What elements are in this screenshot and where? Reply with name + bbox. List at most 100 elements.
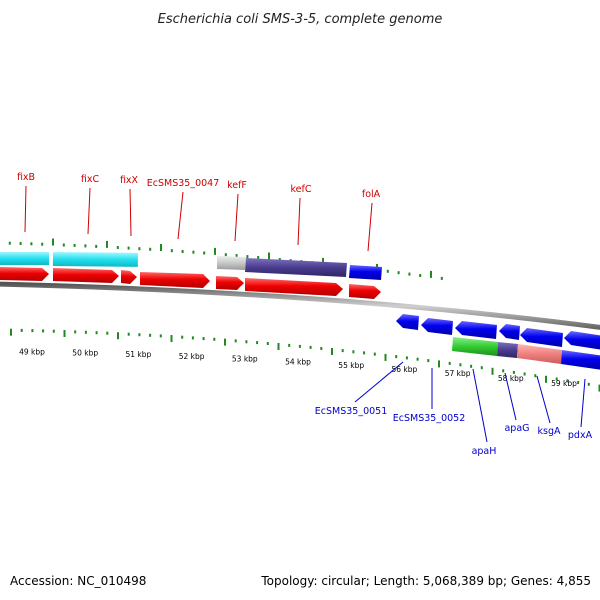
minor-tick <box>52 329 55 333</box>
map-title: Escherichia coli SMS-3-5, complete genom… <box>158 12 443 27</box>
major-tick <box>545 375 547 383</box>
gene-folA-red-arrow <box>349 284 381 299</box>
minor-tick <box>395 355 398 359</box>
major-tick <box>10 328 12 336</box>
leader-line <box>367 202 373 252</box>
major-tick <box>598 384 600 392</box>
gene-reverse-arrow <box>499 324 520 340</box>
gene-reverse-arrow <box>520 328 563 347</box>
minor-tick <box>42 329 45 333</box>
major-tick <box>63 330 66 337</box>
tick-marks-inner <box>10 328 600 392</box>
minor-tick <box>408 272 411 276</box>
major-tick <box>430 270 432 278</box>
minor-tick <box>191 336 194 340</box>
genome-summary-text: Topology: circular; Length: 5,068,389 bp… <box>260 574 591 588</box>
kbp-label: 58 kbp <box>498 374 524 383</box>
leader-line <box>504 372 517 421</box>
gene-ksgA-feature <box>517 344 562 364</box>
gene-label: folA <box>362 189 381 200</box>
minor-tick <box>95 244 98 248</box>
minor-tick <box>257 256 260 259</box>
gene-label: apaH <box>472 446 497 457</box>
gene-label: pdxA <box>568 430 593 441</box>
minor-tick <box>587 382 590 386</box>
minor-tick <box>73 243 76 247</box>
major-tick <box>224 338 226 346</box>
minor-tick <box>19 242 22 245</box>
minor-tick <box>74 330 77 334</box>
minor-tick <box>30 242 33 246</box>
minor-tick <box>246 255 249 259</box>
bottom-gene-labels: EcSMS35_0051 EcSMS35_0052 apaH apaG ksgA pdxA <box>315 406 593 457</box>
major-tick <box>384 353 387 361</box>
leader-line <box>87 187 91 235</box>
minor-tick <box>555 377 558 381</box>
minor-tick <box>427 359 430 363</box>
gene-fixX-arrow <box>121 270 137 284</box>
major-tick <box>268 252 270 260</box>
minor-tick <box>512 370 515 374</box>
chromosome-backbone <box>0 281 600 330</box>
major-tick <box>214 247 216 255</box>
minor-tick <box>502 369 505 373</box>
minor-tick <box>419 274 422 277</box>
minor-tick <box>127 246 130 250</box>
gene-label: EcSMS35_0047 <box>147 178 220 189</box>
minor-tick <box>352 350 355 354</box>
gene-label: apaG <box>504 423 529 434</box>
minor-tick <box>266 342 269 345</box>
minor-tick <box>577 381 580 384</box>
minor-tick <box>106 331 109 335</box>
bottom-label-leaders <box>354 361 586 443</box>
kbp-label: 52 kbp <box>179 352 205 361</box>
minor-tick <box>309 345 312 349</box>
major-tick <box>491 367 494 375</box>
gene-label: fixB <box>17 172 35 183</box>
gene-reverse-arrow <box>455 321 497 339</box>
leader-line <box>24 185 27 233</box>
minor-tick <box>138 247 141 251</box>
minor-tick <box>192 250 195 254</box>
accession-text: Accession: NC_010498 <box>10 574 146 588</box>
top-gene-labels: fixB fixC fixX EcSMS35_0047 kefF kefC folA <box>17 172 381 200</box>
minor-tick <box>245 340 248 344</box>
leader-line <box>580 378 586 428</box>
minor-tick <box>202 337 205 341</box>
gene-label: EcSMS35_0052 <box>393 413 466 424</box>
minor-tick <box>95 331 98 335</box>
gene-kefC-arrow <box>245 278 343 296</box>
gene-reverse-arrow <box>564 331 600 350</box>
minor-tick <box>341 349 344 353</box>
minor-tick <box>20 328 23 332</box>
minor-tick <box>288 343 291 347</box>
major-tick <box>117 332 119 340</box>
leader-line <box>177 191 184 240</box>
leader-line <box>297 197 301 246</box>
top-label-leaders <box>24 185 373 252</box>
major-tick <box>438 360 440 368</box>
gene-label: kefF <box>227 180 247 191</box>
gene-fixB-arrow <box>0 267 49 281</box>
minor-tick <box>213 337 216 341</box>
gene-EcSMS35_0047-arrow <box>140 272 210 288</box>
major-tick <box>106 240 108 248</box>
gene-label: fixX <box>120 175 139 186</box>
minor-tick <box>159 334 162 338</box>
minor-tick <box>397 271 400 275</box>
gene-label: fixC <box>81 174 100 185</box>
gene-fixC-arrow <box>53 268 119 283</box>
major-tick <box>322 257 324 265</box>
gene-pdxA-arrow <box>561 350 600 370</box>
minor-tick <box>149 247 152 251</box>
leader-line <box>472 368 488 443</box>
cyan-feature <box>52 251 138 267</box>
major-tick <box>170 335 173 342</box>
kbp-label: 50 kbp <box>72 349 98 358</box>
leader-line <box>129 188 132 237</box>
minor-tick <box>234 339 237 343</box>
minor-tick <box>373 352 376 356</box>
minor-tick <box>181 335 184 339</box>
minor-tick <box>224 253 227 257</box>
gene-apaH-feature <box>452 337 498 356</box>
